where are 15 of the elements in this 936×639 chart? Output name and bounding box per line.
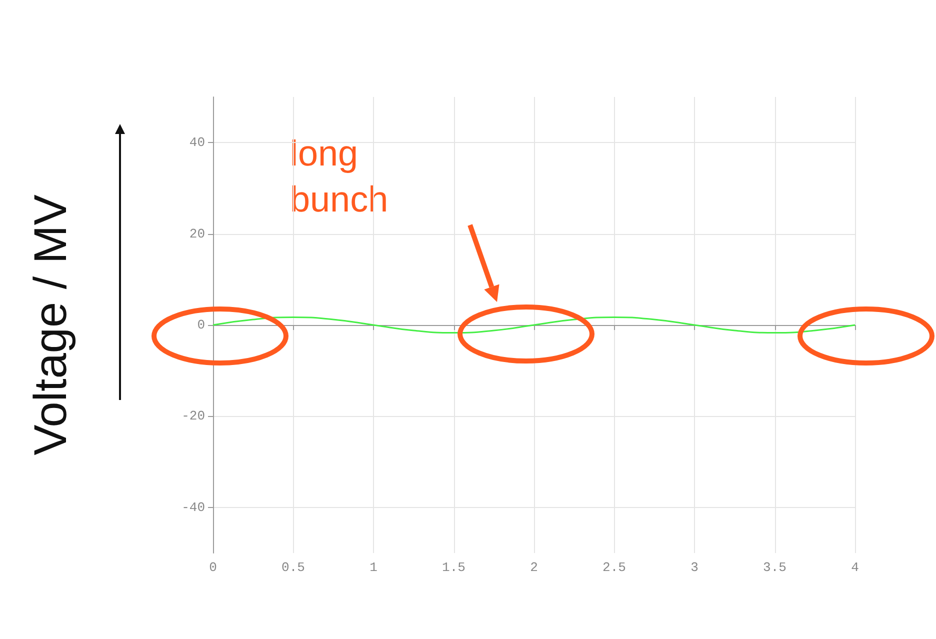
- y-tick-label: -20: [182, 408, 205, 424]
- x-tick-label: 2: [530, 560, 538, 575]
- y-tick-label: 40: [189, 135, 205, 150]
- x-tick-label: 1: [370, 560, 378, 575]
- y-tick-label: 0: [197, 318, 205, 332]
- y-axis-title: Voltage / MV: [24, 194, 76, 456]
- x-tick-label: 0.5: [282, 560, 305, 575]
- x-tick-label: 4: [851, 560, 860, 575]
- y-tick-label: -40: [182, 500, 205, 515]
- y-tick-label: 20: [189, 226, 205, 242]
- x-tick-label: 0: [209, 560, 217, 575]
- x-tick-label: 3.5: [763, 560, 786, 575]
- x-tick-label: 2.5: [602, 560, 626, 575]
- x-tick-label: 3: [690, 560, 698, 575]
- x-tick-label: 1.5: [442, 560, 466, 575]
